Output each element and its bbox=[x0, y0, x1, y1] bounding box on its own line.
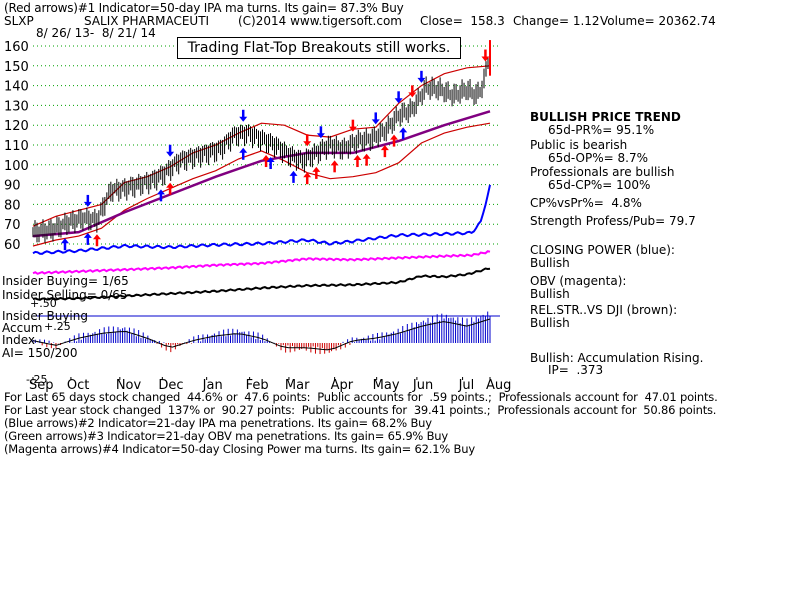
y-tick-label: 90 bbox=[4, 179, 21, 194]
cp-vs-pr: CP%vsPr%= 4.8% bbox=[530, 196, 642, 210]
plus25-label: +.25 bbox=[44, 320, 71, 334]
strength-value: Strength Profess/Pub= 79.7 bbox=[530, 214, 696, 228]
red-arrow-up bbox=[93, 234, 101, 246]
y-tick-label: 100 bbox=[4, 159, 29, 174]
y-tick-label: 120 bbox=[4, 119, 29, 134]
footer-year: For Last year stock changed 137% or 90.2… bbox=[4, 403, 716, 417]
pr-value: 65d-PR%= 95.1% bbox=[548, 123, 654, 137]
y-tick-label: 160 bbox=[4, 40, 29, 55]
red-arrow-up bbox=[381, 145, 389, 157]
footer-65day: For Last 65 days stock changed 44.6% or … bbox=[4, 390, 718, 404]
cp-value: 65d-CP%= 100% bbox=[548, 178, 650, 192]
chart-banner: Trading Flat-Top Breakouts still works. bbox=[177, 37, 461, 59]
y-tick-label: 110 bbox=[4, 139, 29, 154]
closing-power-label: CLOSING POWER (blue): bbox=[530, 243, 675, 257]
public-bearish-label: Public is bearish bbox=[530, 138, 627, 152]
insider-selling-label: Insider Selling= 0/65 bbox=[2, 288, 128, 302]
y-tick-label: 150 bbox=[4, 60, 29, 75]
blue-arrow-down bbox=[239, 110, 247, 122]
y-tick-label: 80 bbox=[4, 198, 21, 213]
op-value: 65d-OP%= 8.7% bbox=[548, 151, 648, 165]
closing-power-state: Bullish bbox=[530, 256, 570, 270]
insider-buying-label: Insider Buying= 1/65 bbox=[2, 274, 129, 288]
red-arrow-up bbox=[331, 160, 339, 172]
upper-band-line bbox=[33, 66, 490, 226]
red-arrow-up bbox=[353, 155, 361, 167]
y-tick-label: 60 bbox=[4, 238, 21, 253]
blue-arrow-up bbox=[289, 171, 297, 183]
ma50-line bbox=[33, 111, 490, 236]
red-arrow-up bbox=[363, 154, 371, 166]
blue-arrow-up bbox=[61, 238, 69, 250]
ip-value: IP= .373 bbox=[548, 363, 603, 377]
obv-state: Bullish bbox=[530, 287, 570, 301]
blue-arrow-down bbox=[372, 112, 380, 124]
relstr-state: Bullish bbox=[530, 316, 570, 330]
blue-arrow-down bbox=[166, 145, 174, 157]
relstr-label: REL.STR..VS DJI (brown): bbox=[530, 303, 677, 317]
minus25-label: -.25 bbox=[26, 373, 47, 387]
obv-line bbox=[33, 251, 490, 274]
y-tick-label: 70 bbox=[4, 218, 21, 233]
index-label: Index bbox=[2, 333, 35, 347]
y-tick-label: 130 bbox=[4, 99, 29, 114]
red-arrow-up bbox=[312, 167, 320, 179]
blue-arrow-up bbox=[84, 233, 92, 245]
footer-blue-arrows: (Blue arrows)#2 Indicator=21-day IPA ma … bbox=[4, 416, 432, 430]
footer-magenta-arrows: (Magenta arrows)#4 Indicator=50-day Clos… bbox=[4, 442, 475, 456]
y-tick-label: 140 bbox=[4, 80, 29, 95]
footer-green-arrows: (Green arrows)#3 Indicator=21-day OBV ma… bbox=[4, 429, 448, 443]
pros-bullish-label: Professionals are bullish bbox=[530, 165, 675, 179]
red-arrow-down bbox=[303, 134, 311, 146]
ai-label: AI= 150/200 bbox=[2, 346, 77, 360]
obv-label: OBV (magenta): bbox=[530, 274, 626, 288]
price-trend-heading: BULLISH PRICE TREND bbox=[530, 110, 681, 124]
blue-arrow-down bbox=[84, 195, 92, 207]
closing-power-line bbox=[33, 185, 490, 254]
